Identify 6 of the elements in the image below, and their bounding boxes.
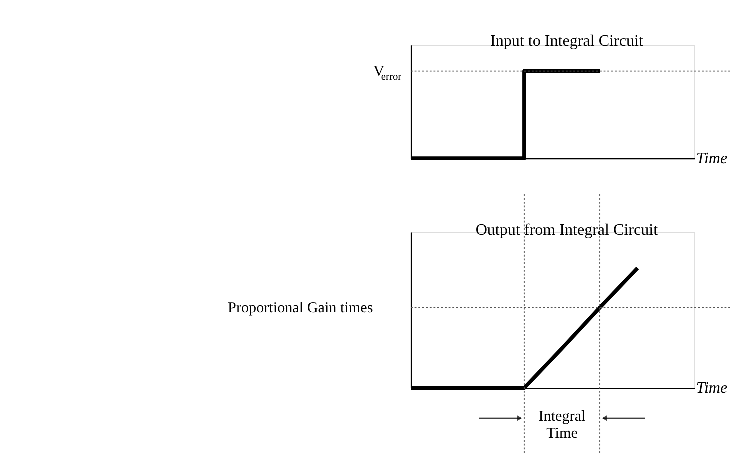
ref-line-label: Proportional Gain times (228, 300, 374, 317)
x-axis-title: Time (696, 380, 728, 397)
x-axis-title: Time (696, 150, 728, 168)
chart-title: Input to Integral Circuit (490, 33, 644, 50)
text: Integral Time (538, 409, 586, 442)
chart-title: Output from Integral Circuit (476, 222, 659, 240)
